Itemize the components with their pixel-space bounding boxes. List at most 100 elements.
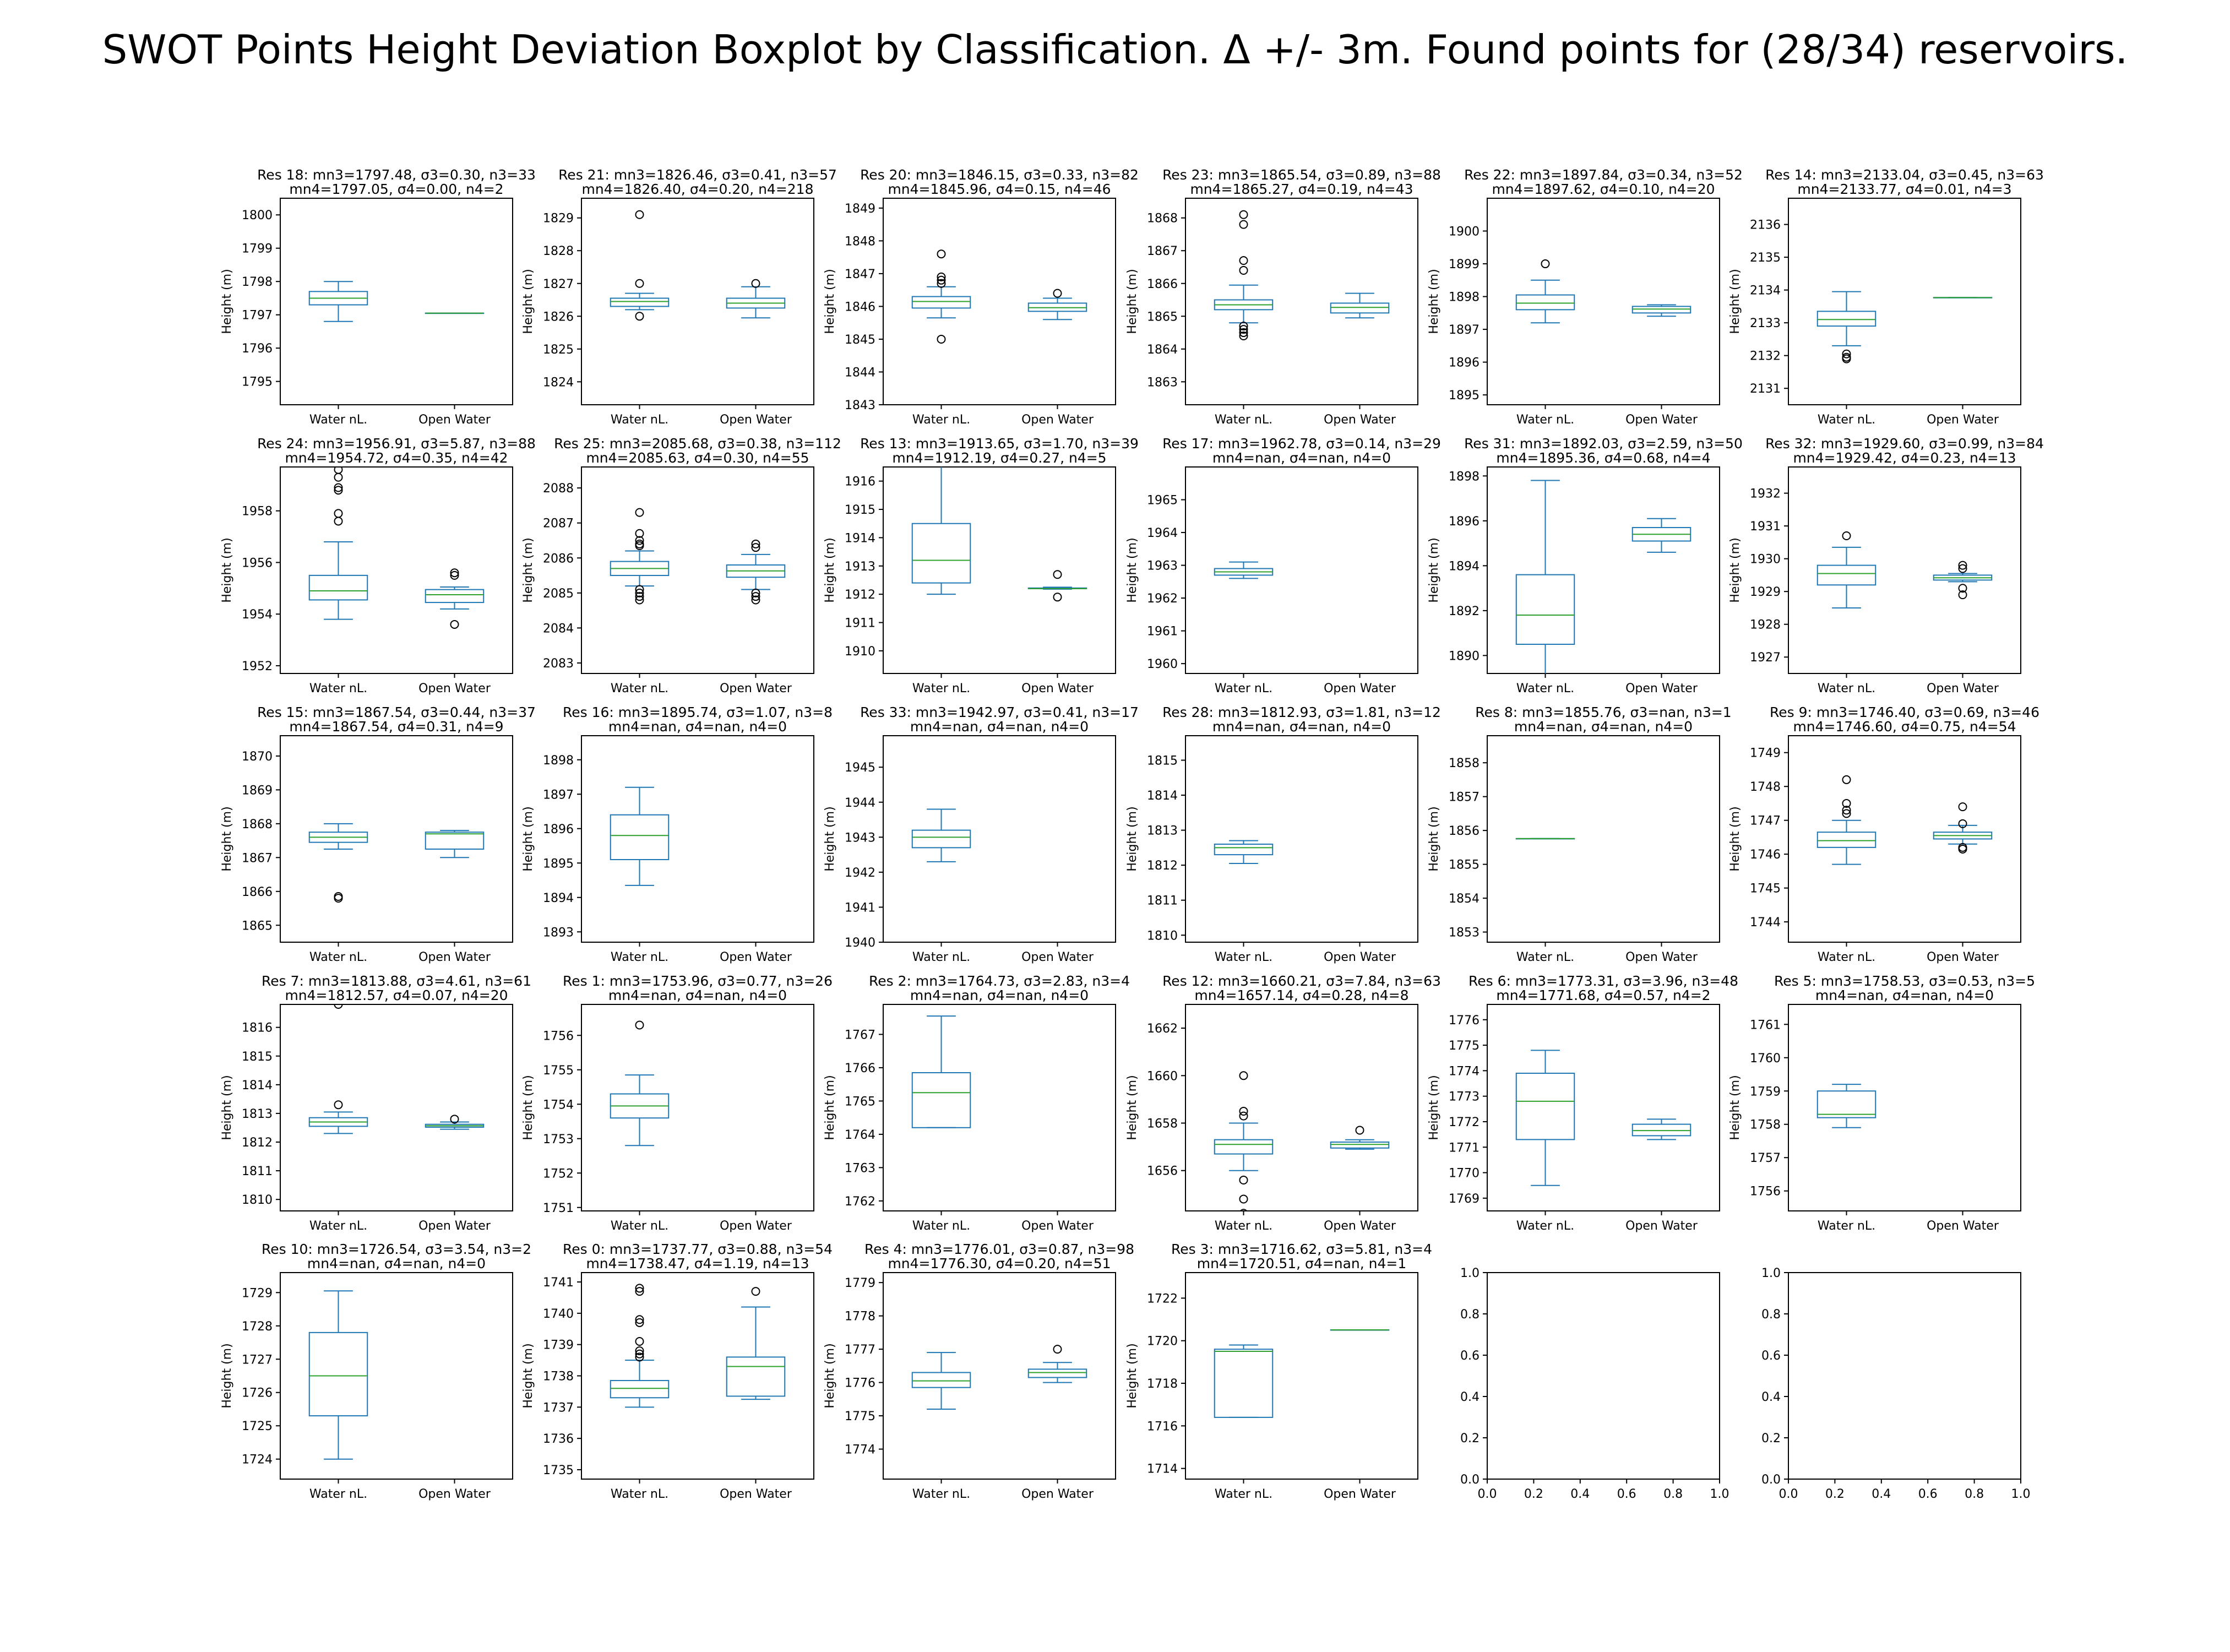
y-tick-label: 1932	[1750, 487, 1781, 501]
y-tick-label: 1726	[242, 1387, 273, 1400]
y-axis-label: Height (m)	[220, 1343, 234, 1408]
y-tick-label: 1858	[1449, 757, 1480, 770]
x-tick-label: Water nL.	[611, 1219, 668, 1233]
y-tick-label: 1890	[1449, 649, 1480, 663]
subplot-title-line1: Res 13: mn3=1913.65, σ3=1.70, n3=39	[860, 436, 1139, 452]
x-tick-label: Open Water	[1021, 950, 1094, 964]
y-tick-label: 1869	[242, 784, 273, 797]
y-tick-label: 1725	[242, 1420, 273, 1433]
y-axis-label: Height (m)	[521, 269, 535, 334]
y-axis-label: Height (m)	[1125, 806, 1139, 871]
y-tick-label: 1927	[1750, 651, 1781, 665]
y-tick-label: 1800	[242, 209, 273, 222]
y-tick-label: 1811	[242, 1165, 273, 1178]
y-tick-label: 1892	[1449, 605, 1480, 618]
x-tick-label: Water nL.	[309, 682, 367, 695]
x-tick-label: Water nL.	[1516, 682, 1574, 695]
subplot-title-line1: Res 22: mn3=1897.84, σ3=0.34, n3=52	[1464, 167, 1743, 183]
x-tick-label: 0.0	[1478, 1487, 1497, 1501]
y-tick-label: 1965	[1147, 494, 1178, 508]
y-tick-label: 1777	[845, 1343, 875, 1357]
axes-frame	[581, 736, 814, 942]
y-tick-label: 0.2	[1460, 1432, 1480, 1446]
y-tick-label: 1759	[1750, 1085, 1781, 1099]
y-axis-label: Height (m)	[1427, 806, 1441, 871]
subplot-title-line1: Res 5: mn3=1758.53, σ3=0.53, n3=5	[1774, 973, 2035, 989]
x-tick-label: Open Water	[1625, 1219, 1698, 1233]
subplot-title-line1: Res 12: mn3=1660.21, σ3=7.84, n3=63	[1162, 973, 1441, 989]
subplot-title-line1: Res 10: mn3=1726.54, σ3=3.54, n3=2	[262, 1241, 531, 1257]
axes-frame	[1788, 1004, 2021, 1211]
y-tick-label: 1746	[1750, 848, 1781, 862]
x-tick-label: Open Water	[720, 682, 792, 695]
x-tick-label: 0.0	[1779, 1487, 1798, 1501]
y-tick-label: 1867	[242, 851, 273, 865]
y-tick-label: 1897	[543, 788, 574, 802]
y-tick-label: 1756	[1750, 1185, 1781, 1199]
y-tick-label: 1795	[242, 376, 273, 389]
y-tick-label: 2132	[1750, 350, 1781, 363]
subplot-title-line2: mn4=1746.60, σ4=0.75, n4=54	[1793, 719, 2016, 735]
y-axis-label: Height (m)	[1125, 269, 1139, 334]
y-tick-label: 1737	[543, 1401, 574, 1415]
subplot-10: Res 31: mn3=1892.03, σ3=2.59, n3=50mn4=1…	[1427, 436, 1743, 695]
y-tick-label: 2088	[543, 482, 574, 496]
y-tick-label: 1827	[543, 278, 574, 291]
x-tick-label: Open Water	[418, 1219, 491, 1233]
subplot-title-line1: Res 2: mn3=1764.73, σ3=2.83, n3=4	[869, 973, 1130, 989]
y-tick-label: 1916	[845, 475, 875, 489]
x-tick-label: Water nL.	[1516, 950, 1574, 964]
y-tick-label: 1720	[1147, 1335, 1178, 1349]
subplot-title-line2: mn4=2133.77, σ4=0.01, n4=3	[1797, 181, 2011, 197]
y-tick-label: 1796	[242, 342, 273, 356]
y-tick-label: 1758	[1750, 1118, 1781, 1132]
x-tick-label: Open Water	[1021, 682, 1094, 695]
y-tick-label: 1928	[1750, 618, 1781, 632]
x-tick-label: Water nL.	[309, 413, 367, 427]
x-tick-label: 1.0	[1710, 1487, 1729, 1501]
y-tick-label: 1775	[1449, 1039, 1480, 1053]
y-tick-label: 1763	[845, 1161, 875, 1175]
y-tick-label: 1662	[1147, 1022, 1178, 1036]
y-tick-label: 1.0	[1460, 1267, 1480, 1280]
x-tick-label: Water nL.	[912, 950, 970, 964]
x-tick-label: Open Water	[1324, 1219, 1396, 1233]
y-tick-label: 1756	[543, 1029, 574, 1043]
y-tick-label: 1865	[1147, 310, 1178, 324]
x-tick-label: 0.8	[1965, 1487, 1984, 1501]
x-tick-label: Water nL.	[912, 682, 970, 695]
y-tick-label: 1656	[1147, 1165, 1178, 1178]
y-tick-label: 1761	[1750, 1018, 1781, 1032]
axes-frame	[581, 1004, 814, 1211]
axes-frame	[1185, 736, 1418, 942]
y-tick-label: 1810	[242, 1193, 273, 1207]
y-tick-label: 0.4	[1761, 1390, 1781, 1404]
y-axis-label: Height (m)	[1125, 1343, 1139, 1408]
y-tick-label: 0.2	[1761, 1432, 1781, 1446]
x-tick-label: Open Water	[720, 413, 792, 427]
x-tick-label: Open Water	[720, 950, 792, 964]
y-tick-label: 1960	[1147, 657, 1178, 671]
y-tick-label: 1829	[543, 212, 574, 226]
y-axis-label: Height (m)	[1728, 1075, 1742, 1140]
y-tick-label: 1813	[1147, 824, 1178, 838]
x-tick-label: Open Water	[1324, 413, 1396, 427]
x-tick-label: Open Water	[1625, 413, 1698, 427]
subplot-title-line2: mn4=1797.05, σ4=0.00, n4=2	[289, 181, 503, 197]
subplot-28: 0.0 0.2 0.4 0.6 0.8 1.0 0.0 0.2 0.4 0.6 0.8 1.0	[1460, 1267, 1729, 1501]
subplot-title-line1: Res 25: mn3=2085.68, σ3=0.38, n3=112	[554, 436, 841, 452]
x-tick-label: Water nL.	[1215, 682, 1272, 695]
y-tick-label: 0.6	[1761, 1349, 1781, 1363]
y-tick-label: 1912	[845, 588, 875, 602]
y-tick-label: 2085	[543, 587, 574, 601]
y-axis-label: Height (m)	[521, 806, 535, 871]
x-tick-label: Water nL.	[611, 1487, 668, 1501]
subplot-title-line2: mn4=1771.68, σ4=0.57, n4=2	[1496, 987, 1710, 1003]
y-tick-label: 1898	[1449, 470, 1480, 483]
y-tick-label: 1958	[242, 505, 273, 519]
subplot-title-line2: mn4=nan, σ4=nan, n4=0	[910, 719, 1089, 735]
y-tick-label: 1728	[242, 1320, 273, 1334]
axes-frame	[581, 1273, 814, 1479]
y-tick-label: 1895	[543, 857, 574, 871]
subplot-title-line2: mn4=1720.51, σ4=nan, n4=1	[1197, 1256, 1407, 1271]
